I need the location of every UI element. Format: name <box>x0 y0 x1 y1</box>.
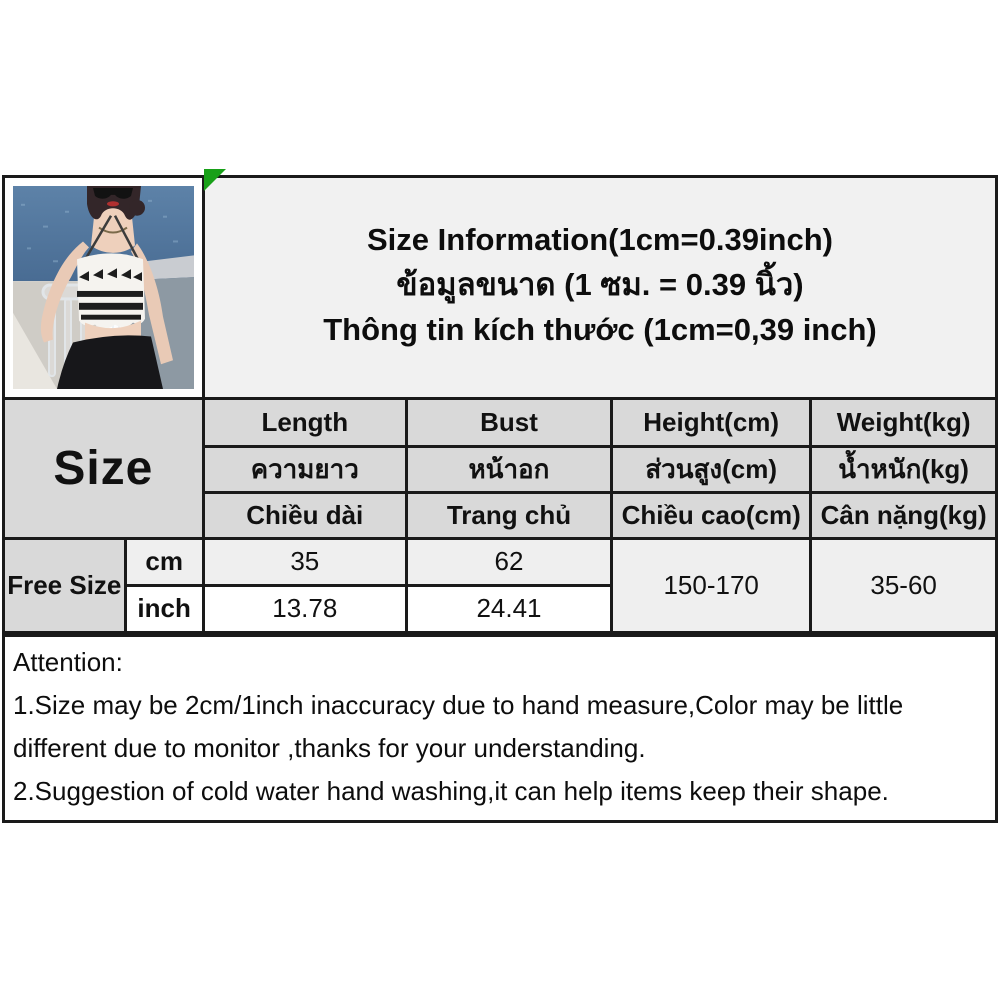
size-chart-panel: Size Information(1cm=0.39inch) ข้อมูลขนา… <box>2 169 998 823</box>
col-header-weight-vi: Cân nặng(kg) <box>809 490 995 540</box>
title-vietnamese: Thông tin kích thước (1cm=0,39 inch) <box>323 311 877 347</box>
col-header-length-en: Length <box>201 400 408 448</box>
title-english: Size Information(1cm=0.39inch) <box>367 221 833 257</box>
bust-cm-value: 62 <box>404 536 614 587</box>
product-photo <box>13 186 194 389</box>
green-corner-marker-icon <box>204 169 226 191</box>
height-range-value: 150-170 <box>610 536 813 634</box>
size-table: Size Length Bust Height(cm) Weight(kg) ค… <box>5 400 995 634</box>
col-header-height-vi: Chiều cao(cm) <box>610 490 813 540</box>
title-thai: ข้อมูลขนาด (1 ซม. = 0.39 นิ้ว) <box>396 266 804 302</box>
model-photo-illustration <box>13 186 194 389</box>
col-header-length-vi: Chiều dài <box>203 490 408 540</box>
product-photo-cell <box>5 178 205 397</box>
size-corner-label: Size <box>5 400 205 540</box>
header-row-thai: ความยาว หน้าอก ส่วนสูง(cm) น้ำหนัก(kg) <box>5 444 995 494</box>
attention-notes: Attention: 1.Size may be 2cm/1inch inacc… <box>5 633 995 820</box>
floor-highlight <box>13 312 57 389</box>
col-header-height-en: Height(cm) <box>610 400 813 448</box>
attention-heading: Attention: <box>13 646 123 677</box>
unit-cm-label: cm <box>123 536 205 587</box>
header-row-vietnamese: Chiều dài Trang chủ Chiều cao(cm) Cân nặ… <box>5 490 995 540</box>
length-cm-value: 35 <box>201 536 408 587</box>
col-header-weight-en: Weight(kg) <box>809 400 995 448</box>
bust-inch-value: 24.41 <box>404 583 614 634</box>
model-figure <box>40 186 173 389</box>
free-size-label: Free Size <box>5 536 127 634</box>
title-cell: Size Information(1cm=0.39inch) ข้อมูลขนา… <box>204 169 995 397</box>
col-header-weight-th: น้ำหนัก(kg) <box>809 444 995 494</box>
attention-note-2: 2.Suggestion of cold water hand washing,… <box>13 775 889 806</box>
col-header-bust-vi: Trang chủ <box>404 490 614 540</box>
header-row-english: Size Length Bust Height(cm) Weight(kg) <box>5 400 995 540</box>
unit-inch-label: inch <box>125 583 205 634</box>
top-row: Size Information(1cm=0.39inch) ข้อมูลขนา… <box>5 169 995 400</box>
data-row-cm: Free Size cm 35 62 150-170 35-60 <box>5 536 995 634</box>
weight-range-value: 35-60 <box>809 536 995 634</box>
col-header-height-th: ส่วนสูง(cm) <box>610 444 813 494</box>
col-header-bust-th: หน้าอก <box>404 444 614 494</box>
col-header-bust-en: Bust <box>404 400 614 448</box>
length-inch-value: 13.78 <box>201 583 408 634</box>
attention-note-1: 1.Size may be 2cm/1inch inaccuracy due t… <box>13 689 904 763</box>
col-header-length-th: ความยาว <box>203 444 408 494</box>
data-row-inch: inch 13.78 24.41 <box>5 583 995 634</box>
